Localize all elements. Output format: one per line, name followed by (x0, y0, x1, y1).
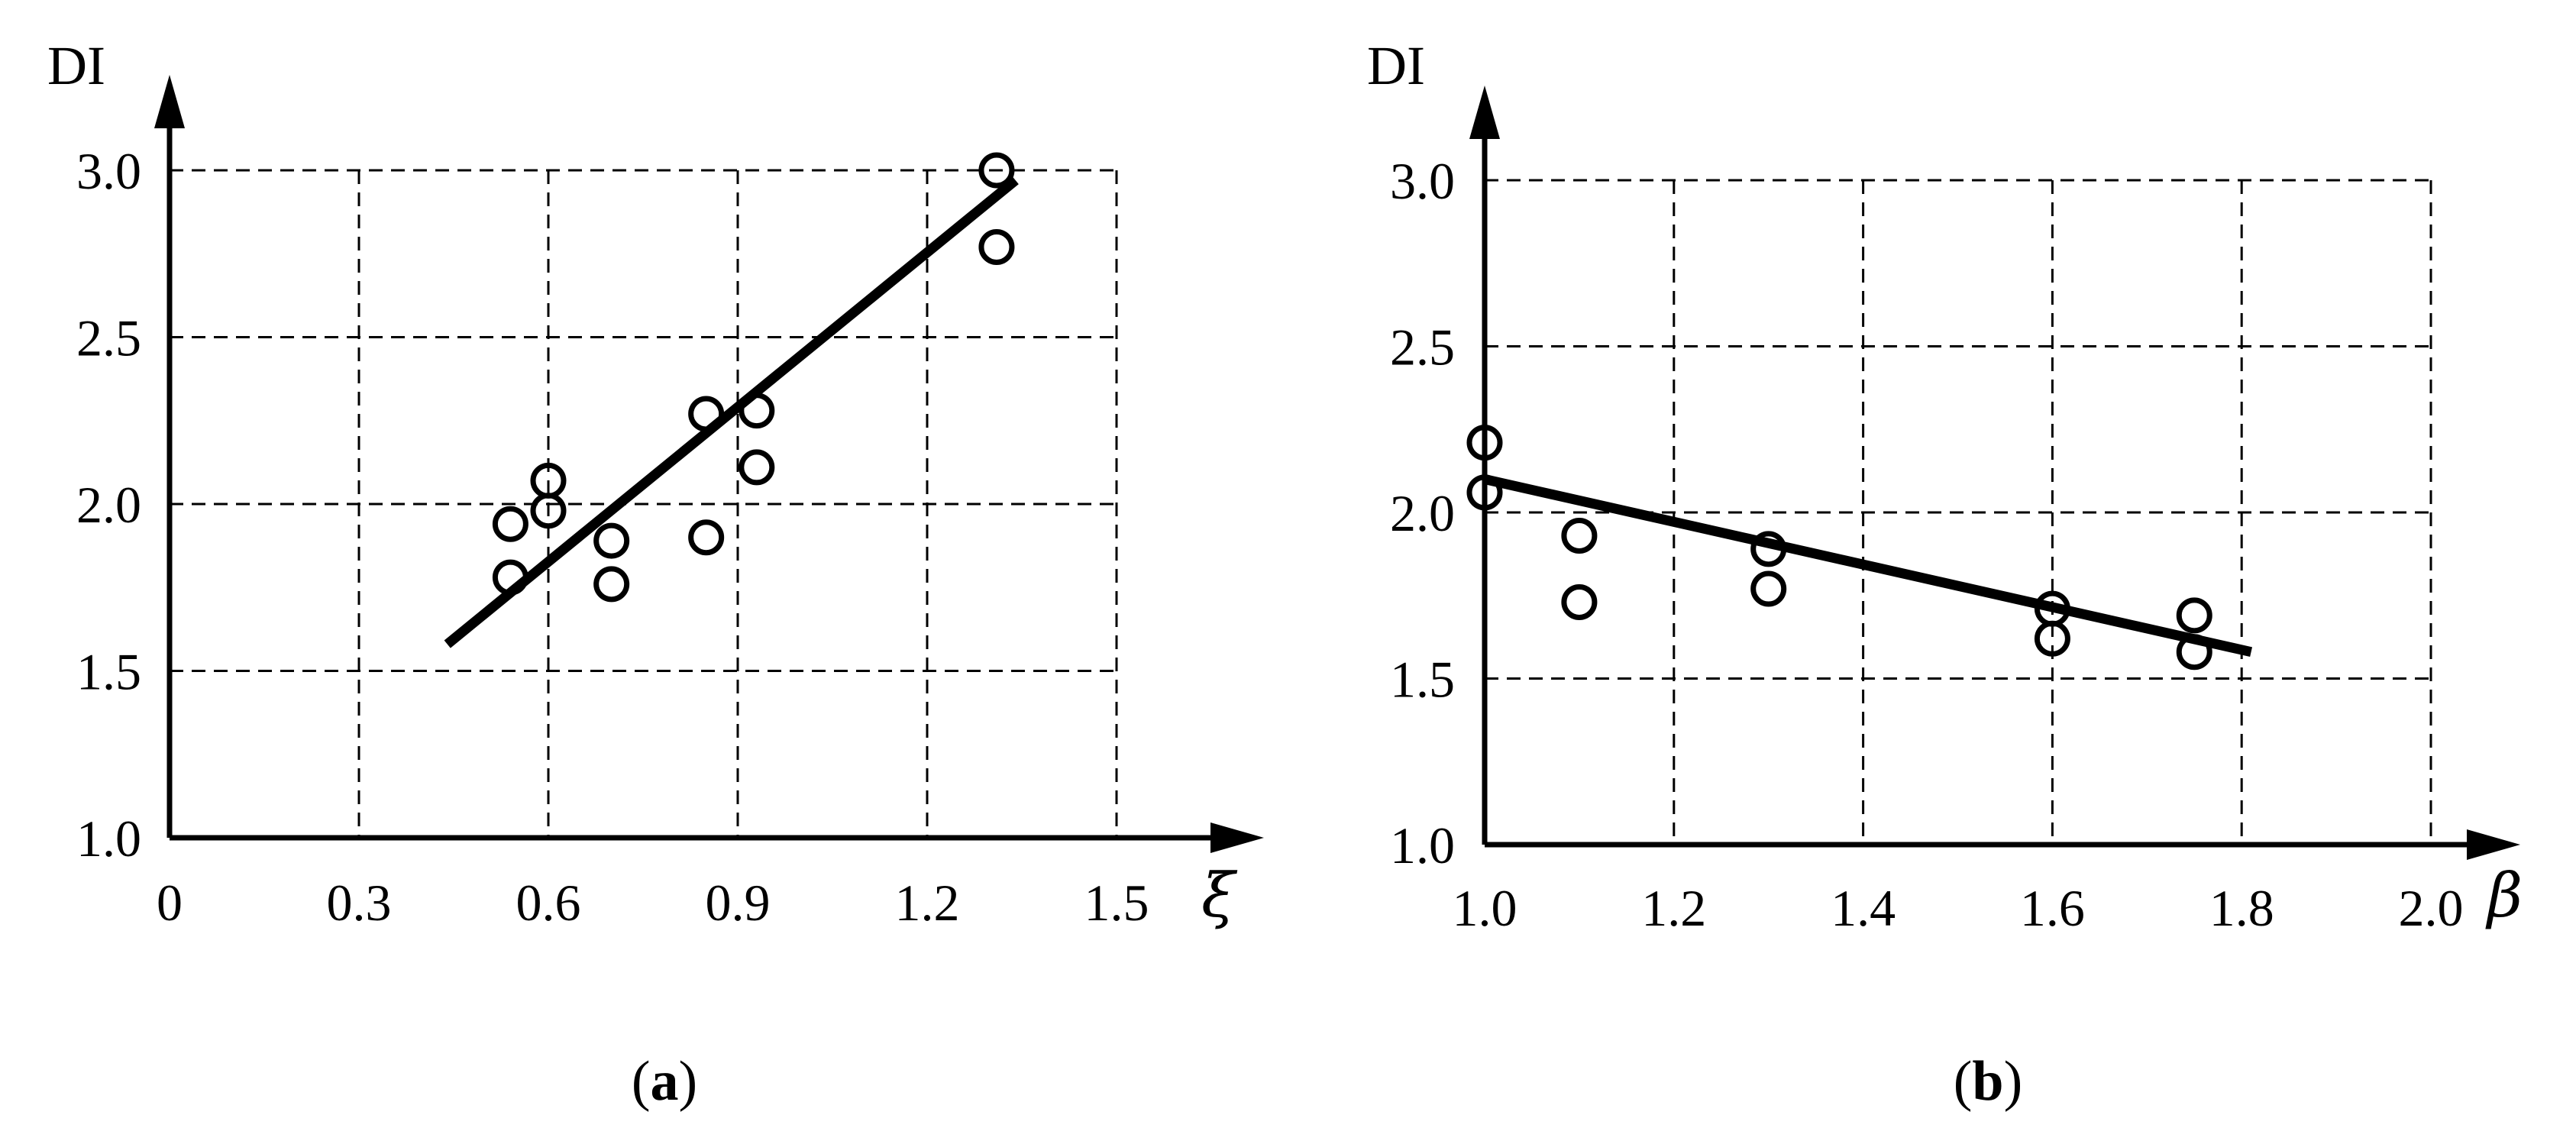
panel-a-data-point (978, 152, 1015, 189)
panel-b-data-point (1750, 531, 1787, 567)
panel-b-x-axis-arrow (2467, 829, 2520, 860)
panel-a-data-point (593, 522, 630, 559)
panel-b-data-point (2176, 597, 2212, 634)
panel-a-y-axis-arrow (154, 75, 185, 128)
panel-a-y-axis-label: DI (47, 35, 105, 96)
panel-b-x-tick-label: 1.4 (1831, 879, 1896, 937)
panel-b-data-point (1561, 583, 1598, 620)
panel-b-data-point (2176, 634, 2212, 671)
panel-b-x-tick-label: 1.0 (1453, 879, 1517, 937)
panel-a-data-point (530, 493, 567, 529)
panel-a-x-tick-label: 0.9 (706, 874, 771, 932)
panel-b-y-tick-label: 1.5 (1390, 651, 1455, 709)
panel-a-data-point (739, 449, 775, 486)
panel-a-grid (170, 169, 1120, 838)
panel-b-data-point (1561, 517, 1598, 554)
panel-a-x-tick-label: 1.5 (1084, 874, 1149, 932)
panel-a-data-point (492, 559, 528, 596)
panel-a-x-tick-label: 1.2 (895, 874, 960, 932)
panel-b-fit-line (1483, 474, 2253, 658)
panel-a-y-tick-label: 1.0 (76, 810, 141, 868)
panel-b-x-axis-label: β (2485, 860, 2523, 931)
panel-a-data-point (978, 229, 1015, 266)
panel-a-y-tick-label: 2.0 (76, 476, 141, 534)
panel-a-x-tick-label: 0 (157, 874, 183, 932)
panel-a-chart: 0 0.3 0.6 0.9 1.2 1.5 1.0 1.5 2.0 2.5 3.0 DI ξ (a) (47, 35, 1264, 1113)
panel-b-y-axis-label: DI (1367, 35, 1425, 96)
panel-a-label: (a) (632, 1050, 697, 1113)
panel-a-data-point (739, 393, 775, 429)
panel-b-y-tick-label: 2.0 (1390, 484, 1455, 542)
panel-a-x-axis-arrow (1210, 822, 1264, 853)
panel-b-x-tick-label: 2.0 (2399, 879, 2464, 937)
panel-b-chart: 1.0 1.2 1.4 1.6 1.8 2.0 1.0 1.5 2.0 2.5 3.0 DI β (b) (1367, 35, 2523, 1113)
panel-a-y-tick-label: 3.0 (76, 142, 141, 200)
panel-b-data-point (2034, 620, 2070, 657)
panel-a-x-axis-label: ξ (1201, 860, 1238, 931)
panel-a-x-tick-label: 0.6 (516, 874, 581, 932)
panel-a-y-tick-label: 2.5 (76, 309, 141, 367)
panel-b-x-tick-label: 1.2 (1641, 879, 1706, 937)
panel-a-y-tick-label: 1.5 (76, 643, 141, 701)
panel-b-data-point (1466, 474, 1503, 511)
panel-b-x-tick-label: 1.6 (2020, 879, 2085, 937)
panel-a-data-point (688, 519, 725, 556)
panel-a-data-point (492, 506, 528, 542)
panel-b-y-tick-label: 3.0 (1390, 152, 1455, 210)
panel-a-fit-line (444, 176, 1019, 648)
panel-a-x-tick-label: 0.3 (327, 874, 392, 932)
panel-b-y-tick-label: 1.0 (1390, 816, 1455, 874)
panel-b-x-tick-label: 1.8 (2209, 879, 2274, 937)
panel-a-data-point (593, 566, 630, 603)
panel-b-label: (b) (1954, 1050, 2022, 1113)
panel-b-y-tick-label: 2.5 (1390, 318, 1455, 376)
panel-b-data-point (1466, 425, 1503, 461)
panel-a-data-point (688, 396, 725, 432)
panel-b-y-axis-arrow (1469, 86, 1500, 139)
panel-b-data-point (1750, 570, 1787, 607)
